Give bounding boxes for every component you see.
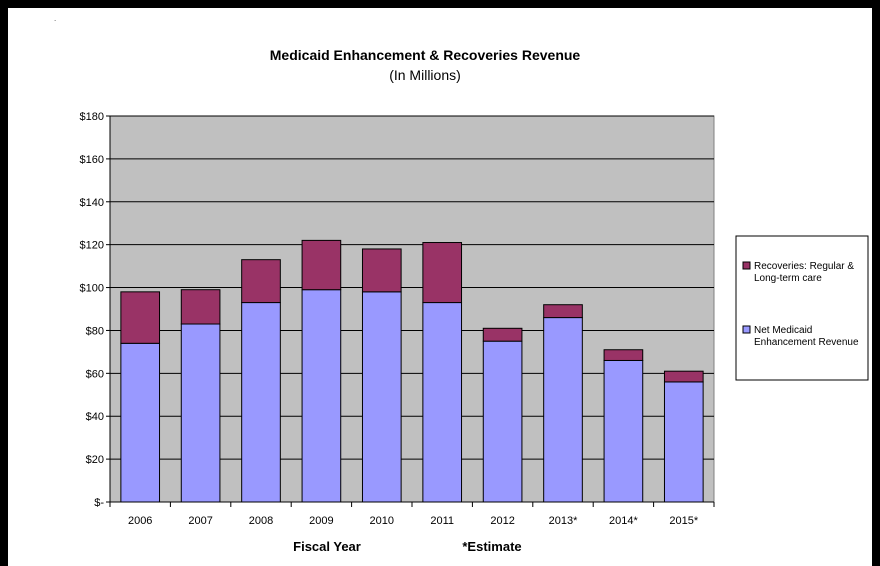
bar-recoveries (603, 349, 644, 361)
bar-net-medicaid (241, 302, 281, 503)
y-tick-label: $- (94, 497, 104, 509)
estimate-note: *Estimate (462, 539, 521, 554)
legend-label: Long-term care (754, 273, 822, 284)
x-tick-label: 2013* (549, 515, 578, 527)
chart-title: Medicaid Enhancement & Recoveries Revenu… (270, 47, 581, 63)
legend-swatch (742, 261, 751, 270)
x-tick-label: 2014* (609, 515, 638, 527)
bar-recoveries (663, 370, 704, 383)
bar-net-medicaid (120, 342, 161, 503)
y-tick-label: $40 (86, 411, 104, 423)
bar-net-medicaid (422, 302, 463, 503)
y-tick-label: $160 (80, 154, 104, 166)
bar-recoveries (543, 304, 583, 319)
y-tick-label: $60 (86, 368, 104, 380)
y-tick-label: $80 (86, 325, 104, 337)
bar-recoveries (120, 291, 161, 344)
legend-label: Net Medicaid (754, 325, 812, 336)
bar-net-medicaid (543, 317, 583, 503)
bar-recoveries (422, 242, 463, 304)
x-tick-label: 2009 (309, 515, 333, 527)
bar-recoveries (301, 239, 342, 291)
x-tick-label: 2015* (669, 515, 698, 527)
y-tick-label: $140 (80, 197, 104, 209)
bar-net-medicaid (361, 291, 402, 503)
legend: Recoveries: Regular &Long-term care Net M… (735, 235, 869, 381)
bar-net-medicaid (180, 323, 221, 503)
x-tick-label: 2008 (249, 515, 273, 527)
y-tick-label: $120 (80, 240, 104, 252)
bar-recoveries (482, 327, 523, 342)
x-tick-label: 2007 (188, 515, 212, 527)
x-tick-label: 2012 (490, 515, 514, 527)
bar-recoveries (180, 289, 221, 325)
bar-net-medicaid (603, 359, 644, 503)
bar-net-medicaid (301, 289, 342, 503)
y-tick-label: $20 (86, 454, 104, 466)
legend-box (735, 235, 869, 381)
y-axis-ticks: $- $20 $40 $60 $80 $100 $120 $140 $160 $180 (80, 111, 110, 509)
bar-recoveries (241, 259, 281, 304)
x-tick-label: 2006 (128, 515, 152, 527)
legend-items: Recoveries: Regular &Long-term care Net M… (742, 261, 859, 348)
legend-label: Enhancement Revenue (754, 337, 859, 348)
x-axis-title: Fiscal Year (293, 539, 361, 554)
y-tick-label: $180 (80, 111, 104, 123)
legend-label: Recoveries: Regular & (754, 261, 854, 272)
x-tick-label: 2010 (370, 515, 394, 527)
x-tick-label: 2011 (430, 515, 454, 527)
bar-net-medicaid (482, 340, 523, 503)
chart-subtitle: (In Millions) (389, 67, 461, 83)
x-axis-ticks: 2006 2007 2008 2009 2010 2011 2012 2013* 2014* 20… (109, 502, 715, 527)
corner-dot: . (54, 14, 57, 23)
bar-recoveries (361, 248, 402, 293)
bars (120, 239, 704, 503)
legend-swatch (742, 325, 751, 334)
y-tick-label: $100 (80, 283, 104, 295)
bar-net-medicaid (663, 381, 704, 503)
